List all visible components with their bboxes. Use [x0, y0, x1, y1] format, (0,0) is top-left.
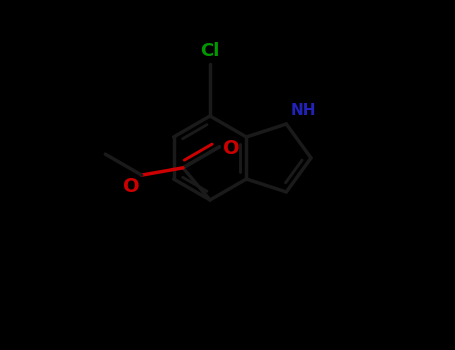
Text: NH: NH — [290, 103, 316, 118]
Text: O: O — [223, 139, 240, 158]
Text: Cl: Cl — [200, 42, 220, 60]
Text: O: O — [123, 177, 140, 196]
